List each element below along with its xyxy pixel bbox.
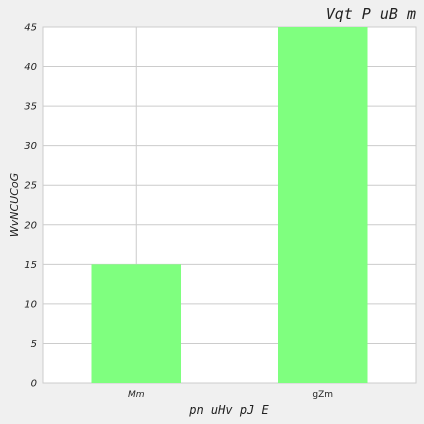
y-tick-label: 40 xyxy=(24,62,37,73)
x-axis-ticks: Mm gZm xyxy=(128,390,333,400)
x-tick-label: Mm xyxy=(128,390,145,400)
y-tick-label: 0 xyxy=(31,379,37,390)
y-tick-label: 5 xyxy=(31,339,37,350)
y-tick-label: 35 xyxy=(24,102,37,113)
y-tick-label: 10 xyxy=(24,299,37,310)
bar-Mm xyxy=(91,264,182,383)
x-tick-label: gZm xyxy=(312,390,333,400)
y-tick-label: 30 xyxy=(24,141,37,152)
chart-title: Vqt P uB m xyxy=(326,5,416,23)
y-axis-ticks: 0 5 10 15 20 25 30 35 40 45 xyxy=(24,23,37,390)
y-tick-label: 25 xyxy=(24,181,37,192)
bar-gZm xyxy=(277,27,368,383)
x-axis-label: pn uHv pJ E xyxy=(188,403,269,417)
bars xyxy=(91,27,368,383)
y-axis-label: WvNCUCoG xyxy=(8,173,21,237)
y-tick-label: 15 xyxy=(24,260,37,271)
y-tick-label: 20 xyxy=(24,220,37,231)
y-tick-label: 45 xyxy=(24,23,37,34)
